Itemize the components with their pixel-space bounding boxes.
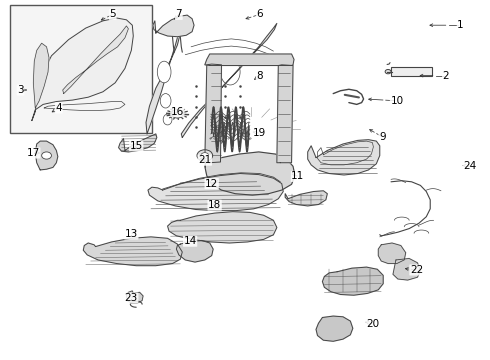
Polygon shape — [32, 18, 133, 121]
Circle shape — [385, 69, 391, 74]
Polygon shape — [393, 258, 420, 280]
Text: 19: 19 — [253, 128, 267, 138]
Polygon shape — [35, 141, 58, 170]
Text: 24: 24 — [463, 161, 476, 171]
Text: 6: 6 — [256, 9, 263, 19]
Polygon shape — [83, 237, 182, 266]
Text: 14: 14 — [183, 236, 197, 246]
Ellipse shape — [163, 114, 172, 125]
Text: 18: 18 — [208, 200, 221, 210]
Polygon shape — [153, 15, 194, 37]
Circle shape — [201, 153, 209, 158]
FancyArrowPatch shape — [345, 95, 359, 98]
Polygon shape — [285, 191, 327, 206]
Text: 13: 13 — [124, 229, 138, 239]
Polygon shape — [168, 212, 277, 243]
Text: 17: 17 — [26, 148, 40, 158]
Polygon shape — [63, 26, 128, 94]
Text: 12: 12 — [205, 179, 219, 189]
Text: 22: 22 — [410, 265, 423, 275]
Text: 16: 16 — [171, 107, 184, 117]
Polygon shape — [181, 23, 277, 138]
Polygon shape — [205, 96, 295, 195]
Text: 10: 10 — [391, 96, 403, 106]
Text: 1: 1 — [457, 20, 464, 30]
Text: 23: 23 — [124, 293, 138, 303]
Ellipse shape — [157, 61, 171, 83]
Polygon shape — [378, 243, 406, 264]
Text: 11: 11 — [291, 171, 305, 181]
Text: 5: 5 — [109, 9, 116, 19]
Text: 3: 3 — [17, 85, 24, 95]
Circle shape — [197, 150, 213, 161]
Polygon shape — [33, 43, 49, 108]
Text: 20: 20 — [366, 319, 379, 329]
Polygon shape — [277, 65, 293, 163]
Polygon shape — [308, 140, 380, 175]
Ellipse shape — [160, 94, 171, 108]
Polygon shape — [176, 240, 213, 262]
Text: 4: 4 — [55, 103, 62, 113]
Polygon shape — [126, 291, 143, 303]
Text: 8: 8 — [256, 71, 263, 81]
Text: 7: 7 — [175, 9, 182, 19]
Circle shape — [172, 109, 183, 118]
FancyBboxPatch shape — [391, 67, 432, 76]
Text: 21: 21 — [198, 155, 212, 165]
Text: 15: 15 — [129, 141, 143, 151]
Polygon shape — [146, 27, 180, 134]
Polygon shape — [148, 174, 283, 211]
Text: 9: 9 — [379, 132, 386, 142]
Polygon shape — [205, 54, 294, 66]
Polygon shape — [119, 134, 157, 152]
Text: 2: 2 — [442, 71, 449, 81]
Polygon shape — [322, 267, 383, 295]
Bar — [10, 5, 152, 133]
Circle shape — [42, 152, 51, 159]
Polygon shape — [205, 64, 221, 163]
Polygon shape — [316, 316, 353, 341]
